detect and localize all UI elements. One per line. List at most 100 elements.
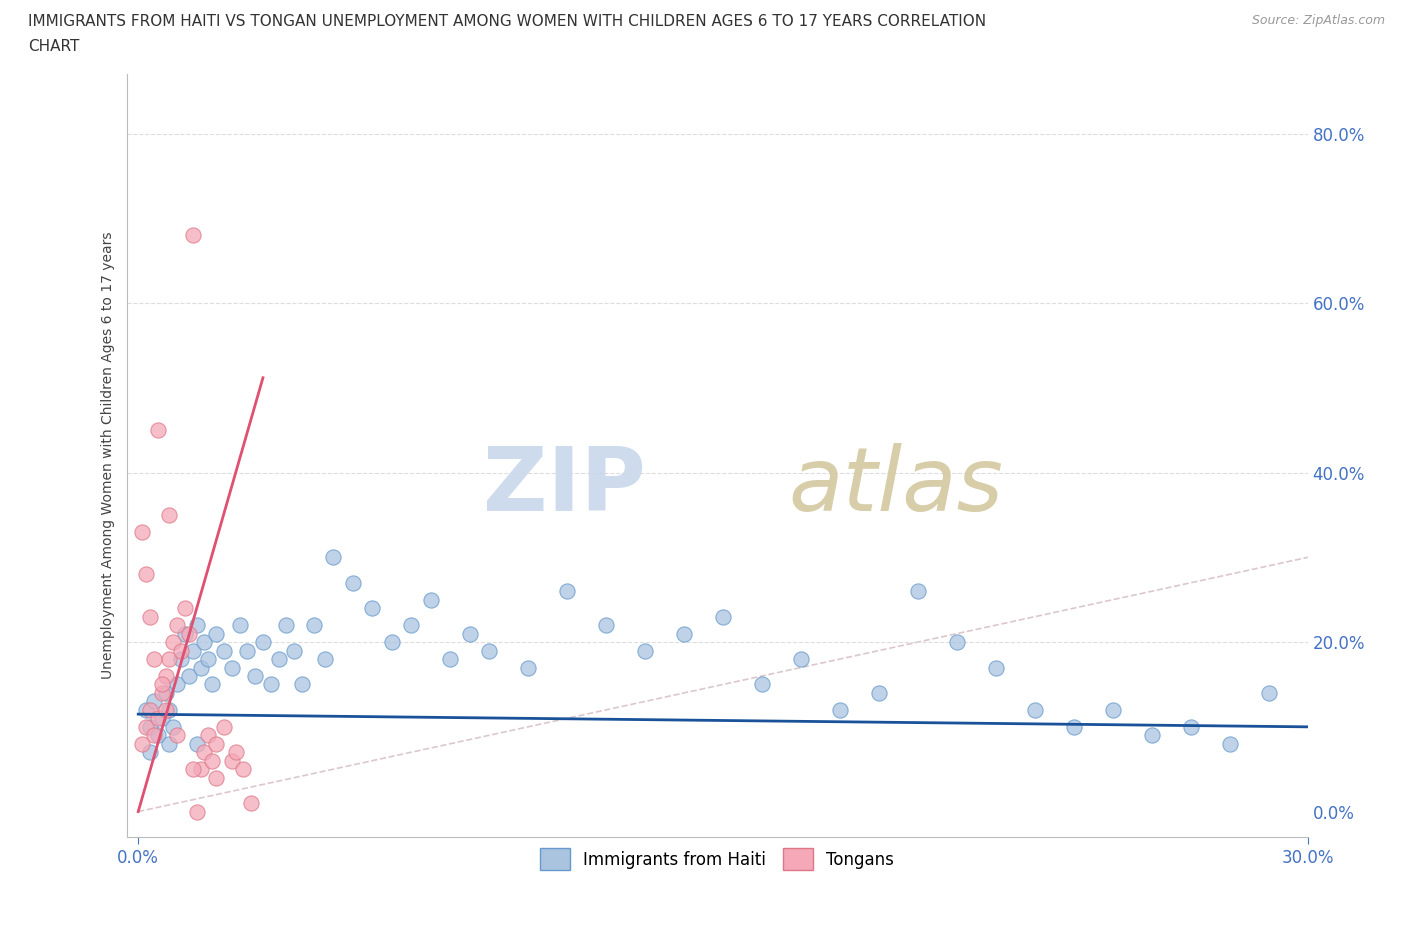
Point [146,711,169,725]
Point [131,737,153,751]
Point [177,669,200,684]
Point [142,694,165,709]
Point [342,576,364,591]
Point [381,634,404,649]
Point [205,770,228,785]
Point [166,677,188,692]
Point [139,702,162,717]
Point [212,720,235,735]
Point [201,753,224,768]
Point [252,634,274,649]
Point [155,669,177,684]
Point [150,677,173,692]
Point [361,601,384,616]
Point [228,618,250,632]
Point [790,652,813,667]
Point [197,728,219,743]
Point [232,762,254,777]
Point [157,737,180,751]
Point [399,618,422,632]
Point [945,634,967,649]
Point [283,644,305,658]
Point [322,550,344,565]
Point [150,685,173,700]
Point [212,644,235,658]
Point [205,626,228,641]
Point [751,677,773,692]
Point [177,626,200,641]
Point [181,644,204,658]
Point [193,634,215,649]
Point [595,618,617,632]
Point [186,618,208,632]
Point [260,677,283,692]
Point [302,618,325,632]
Point [146,423,169,438]
Point [205,737,228,751]
Point [135,720,157,735]
Point [267,652,290,667]
Point [135,567,157,582]
Point [190,660,212,675]
Point [157,508,180,523]
Text: CHART: CHART [28,39,80,54]
Point [828,702,851,717]
Point [221,753,243,768]
Y-axis label: Unemployment Among Women with Children Ages 6 to 17 years: Unemployment Among Women with Children A… [101,232,115,680]
Point [174,626,197,641]
Point [276,618,298,632]
Point [155,702,177,717]
Point [478,644,501,658]
Point [190,762,212,777]
Point [157,702,180,717]
Point [139,745,162,760]
Point [142,652,165,667]
Text: atlas: atlas [787,444,1002,529]
Point [135,702,157,717]
Point [193,745,215,760]
Point [672,626,695,641]
Point [240,796,263,811]
Point [170,644,193,658]
Point [166,618,188,632]
Text: Source: ZipAtlas.com: Source: ZipAtlas.com [1251,14,1385,27]
Point [1219,737,1241,751]
Point [907,584,929,599]
Point [291,677,314,692]
Legend: Immigrants from Haiti, Tongans: Immigrants from Haiti, Tongans [531,840,903,878]
Point [201,677,224,692]
Point [225,745,247,760]
Point [166,728,188,743]
Point [186,804,208,819]
Point [197,652,219,667]
Point [181,762,204,777]
Point [458,626,481,641]
Point [174,601,197,616]
Point [186,737,208,751]
Point [150,711,173,725]
Text: ZIP: ZIP [484,443,647,530]
Text: IMMIGRANTS FROM HAITI VS TONGAN UNEMPLOYMENT AMONG WOMEN WITH CHILDREN AGES 6 TO: IMMIGRANTS FROM HAITI VS TONGAN UNEMPLOY… [28,14,986,29]
Point [236,644,259,658]
Point [419,592,441,607]
Point [170,652,193,667]
Point [868,685,890,700]
Point [146,728,169,743]
Point [221,660,243,675]
Point [162,634,184,649]
Point [1024,702,1046,717]
Point [139,609,162,624]
Point [517,660,540,675]
Point [1140,728,1163,743]
Point [139,720,162,735]
Point [131,525,153,539]
Point [314,652,336,667]
Point [984,660,1007,675]
Point [155,685,177,700]
Point [634,644,657,658]
Point [243,669,266,684]
Point [711,609,734,624]
Point [142,728,165,743]
Point [1180,720,1202,735]
Point [162,720,184,735]
